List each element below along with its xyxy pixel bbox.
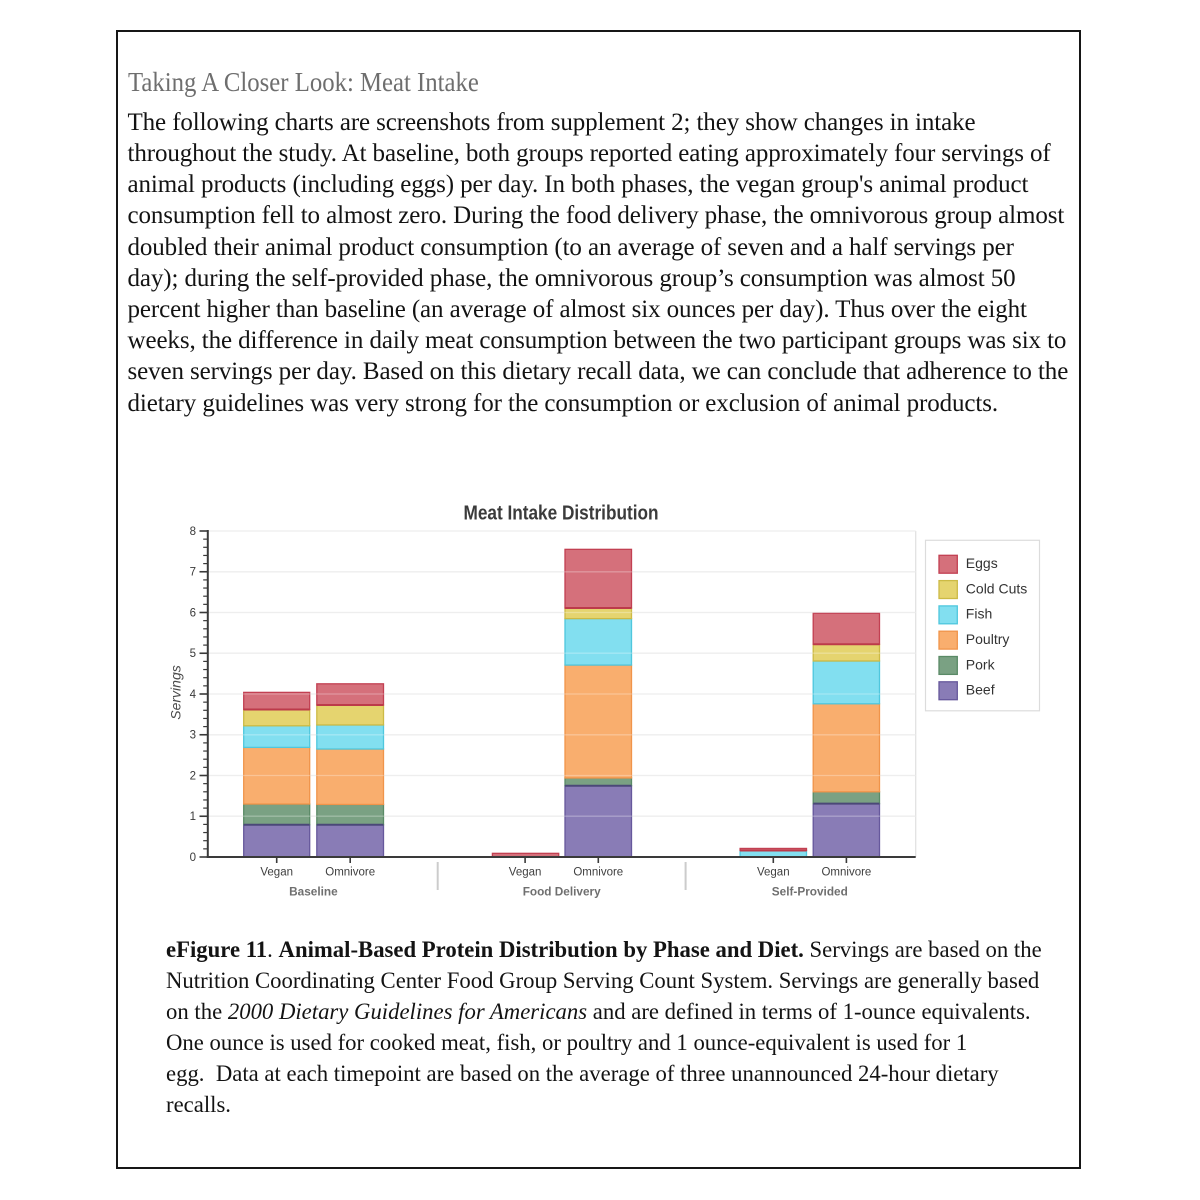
svg-text:Vegan: Vegan xyxy=(509,867,542,879)
svg-text:3: 3 xyxy=(190,730,196,742)
svg-text:2: 2 xyxy=(190,770,196,782)
svg-text:Cold Cuts: Cold Cuts xyxy=(966,580,1027,596)
svg-text:Servings: Servings xyxy=(168,665,184,719)
svg-text:0: 0 xyxy=(190,852,196,864)
svg-text:Food Delivery: Food Delivery xyxy=(523,884,601,898)
svg-text:Omnivore: Omnivore xyxy=(325,867,375,879)
svg-text:7: 7 xyxy=(190,567,196,579)
svg-text:Eggs: Eggs xyxy=(966,555,998,571)
svg-text:Omnivore: Omnivore xyxy=(573,867,623,879)
svg-text:Vegan: Vegan xyxy=(757,867,790,879)
svg-text:Beef: Beef xyxy=(966,682,995,698)
svg-text:Vegan: Vegan xyxy=(260,867,293,879)
svg-text:Pork: Pork xyxy=(966,656,996,672)
svg-text:4: 4 xyxy=(190,689,197,701)
svg-text:Fish: Fish xyxy=(966,606,992,622)
svg-text:Meat Intake Distribution: Meat Intake Distribution xyxy=(464,503,659,525)
svg-text:8: 8 xyxy=(190,526,196,538)
svg-text:Poultry: Poultry xyxy=(966,631,1010,647)
svg-text:Self-Provided: Self-Provided xyxy=(772,884,848,898)
svg-text:1: 1 xyxy=(190,811,196,823)
svg-text:6: 6 xyxy=(190,607,196,619)
svg-text:Baseline: Baseline xyxy=(289,884,338,898)
svg-text:Omnivore: Omnivore xyxy=(821,867,871,879)
svg-text:5: 5 xyxy=(190,648,196,660)
